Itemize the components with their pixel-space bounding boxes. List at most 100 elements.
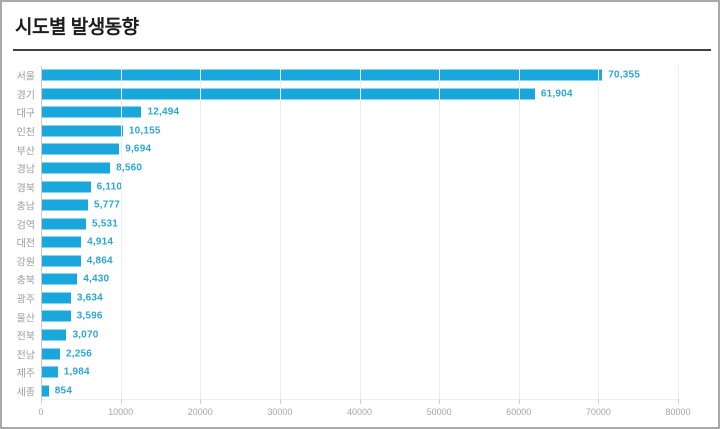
- bar-row: 1,984: [42, 363, 678, 382]
- value-label: 8,560: [116, 162, 143, 174]
- category-label: 대구: [16, 108, 35, 120]
- gridline: [120, 66, 122, 399]
- bar-경기: [42, 88, 535, 100]
- category-label: 충북: [16, 275, 35, 287]
- axis-tick-mark: [200, 399, 202, 404]
- bar-대전: [42, 236, 82, 248]
- value-label: 4,430: [83, 273, 110, 285]
- gridline: [279, 66, 281, 399]
- gridline: [200, 66, 202, 399]
- value-label: 5,531: [92, 218, 119, 230]
- bar-경남: [42, 162, 111, 174]
- category-label: 경북: [16, 183, 35, 195]
- bar-row: 9,694: [42, 140, 678, 159]
- bar-전북: [42, 329, 67, 341]
- category-label: 광주: [16, 294, 35, 306]
- bar-row: 12,494: [42, 103, 678, 122]
- bar-row: 5,531: [42, 214, 678, 233]
- category-label: 대전: [16, 238, 35, 250]
- value-label: 3,070: [72, 329, 99, 341]
- category-label: 충남: [16, 201, 35, 213]
- value-label: 854: [54, 385, 73, 397]
- bar-row: 4,864: [42, 252, 678, 271]
- bar-chart: 70,355 61,904 12,494 10,155 9,694 8,560 6,110 5…: [2, 58, 718, 427]
- category-label: 경기: [16, 90, 35, 102]
- value-label: 2,256: [65, 348, 92, 360]
- bar-row: 4,430: [42, 270, 678, 289]
- bar-검역: [42, 218, 87, 230]
- bar-대구: [42, 106, 142, 118]
- bar-경북: [42, 181, 91, 193]
- x-tick-label: 70000: [585, 407, 611, 417]
- category-label: 경남: [16, 164, 35, 176]
- value-label: 5,777: [93, 199, 121, 211]
- category-label: 서울: [16, 71, 35, 83]
- bar-강원: [42, 255, 81, 267]
- bar-row: 4,914: [42, 233, 678, 252]
- value-label: 4,914: [87, 236, 114, 248]
- chart-header: 시도별 발생동향: [2, 2, 718, 39]
- gridline: [359, 66, 361, 399]
- axis-tick-mark: [598, 399, 600, 404]
- gridline: [598, 66, 600, 399]
- axis-tick-mark: [439, 399, 441, 404]
- bar-row: 6,110: [42, 177, 678, 196]
- bar-전남: [42, 348, 60, 360]
- value-label: 12,494: [147, 106, 180, 118]
- bar-row: 5,777: [42, 196, 678, 215]
- axis-tick-mark: [678, 399, 679, 404]
- category-label: 부산: [16, 146, 35, 157]
- gridline: [439, 66, 441, 399]
- category-label: 전남: [16, 350, 35, 362]
- value-label: 3,634: [76, 292, 103, 304]
- bar-row: 70,355: [42, 66, 678, 85]
- category-label: 제주: [16, 368, 35, 380]
- bar-서울: [42, 69, 603, 81]
- value-label: 9,694: [125, 143, 152, 155]
- value-label: 6,110: [96, 181, 123, 193]
- x-tick-label: 10000: [108, 407, 134, 417]
- axis-tick-mark: [120, 399, 122, 404]
- axis-tick-mark: [518, 399, 520, 404]
- value-label: 1,984: [63, 366, 90, 378]
- category-label: 울산: [16, 313, 35, 324]
- bar-울산: [42, 310, 71, 322]
- x-tick-label: 0: [38, 407, 44, 417]
- category-label: 강원: [16, 257, 35, 269]
- axis-tick-mark: [279, 399, 281, 404]
- bar-충북: [42, 273, 78, 285]
- x-tick-label: 50000: [426, 407, 452, 417]
- bar-부산: [42, 143, 120, 155]
- x-tick-label: 40000: [346, 407, 373, 417]
- bar-충남: [42, 199, 88, 211]
- bar-인천: [42, 125, 123, 137]
- axis-tick-mark: [41, 399, 42, 404]
- title-divider: [13, 49, 711, 51]
- category-label: 검역: [16, 220, 35, 232]
- bar-row: 8,560: [42, 159, 678, 178]
- gridline: [678, 66, 679, 399]
- x-tick-label: 20000: [187, 407, 213, 417]
- bar-row: 854: [42, 381, 678, 400]
- category-label: 세종: [16, 387, 35, 399]
- category-label: 인천: [16, 127, 35, 139]
- bar-row: 10,155: [42, 122, 678, 141]
- bar-광주: [42, 292, 71, 304]
- x-tick-label: 80000: [665, 407, 691, 417]
- plot-area: 70,355 61,904 12,494 10,155 9,694 8,560 6,110 5…: [41, 66, 679, 404]
- bar-row: 3,634: [42, 289, 678, 308]
- bar-rows: 70,355 61,904 12,494 10,155 9,694 8,560 6,110 5…: [42, 66, 678, 399]
- category-label: 전북: [16, 331, 35, 343]
- bar-row: 3,596: [42, 307, 678, 326]
- value-label: 3,596: [76, 310, 103, 322]
- value-label: 4,864: [86, 255, 113, 267]
- bar-row: 2,256: [42, 344, 678, 363]
- value-label: 61,904: [540, 88, 573, 100]
- value-label: 70,355: [608, 69, 640, 81]
- x-tick-label: 60000: [506, 407, 532, 417]
- bar-제주: [42, 366, 58, 378]
- bar-row: 61,904: [42, 85, 678, 104]
- axis-tick-mark: [359, 399, 361, 404]
- value-label: 10,155: [128, 125, 161, 137]
